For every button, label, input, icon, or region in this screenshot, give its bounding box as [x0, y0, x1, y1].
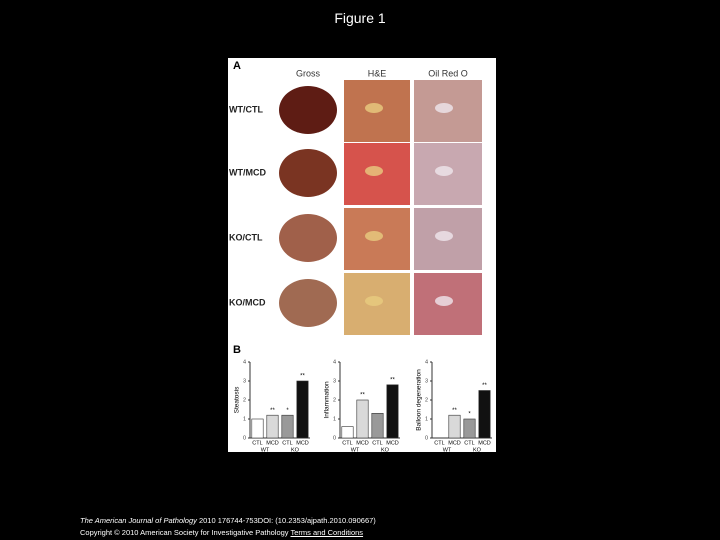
bar: [463, 418, 476, 439]
bar: [356, 399, 369, 439]
x-tick-label: CTL: [372, 440, 382, 446]
micrograph-detail: [435, 296, 453, 306]
micrograph-detail: [435, 103, 453, 113]
bar: [341, 426, 354, 439]
x-tick-label: CTL: [252, 440, 262, 446]
column-header: Oil Red O: [428, 68, 468, 78]
y-tick-label: 0: [333, 435, 336, 441]
significance-marker: **: [270, 408, 275, 414]
y-tick-label: 4: [243, 359, 246, 365]
bar: [296, 380, 309, 439]
liver-image: [279, 86, 337, 134]
bar: [386, 384, 399, 439]
panel-label: B: [233, 344, 241, 356]
y-tick-label: 1: [425, 416, 428, 422]
significance-marker: **: [360, 393, 365, 399]
y-tick-label: 2: [333, 397, 336, 403]
significance-marker: *: [286, 408, 289, 414]
micrograph-detail: [365, 103, 383, 113]
group-label: KO: [381, 447, 390, 453]
y-tick-label: 2: [425, 397, 428, 403]
y-axis-label: Steatosis: [234, 386, 241, 413]
y-axis-label: Balloon degeneration: [416, 369, 423, 431]
significance-marker: **: [300, 374, 305, 380]
panel-label: A: [233, 60, 241, 72]
x-tick-label: CTL: [434, 440, 444, 446]
bar: [448, 414, 461, 439]
x-tick-label: MCD: [356, 440, 369, 446]
row-label: WT/MCD: [229, 167, 266, 177]
group-label: WT: [351, 447, 360, 453]
citation: 2010 176744-753DOI: (10.2353/ajpath.2010…: [198, 516, 376, 525]
micrograph-detail: [435, 231, 453, 241]
column-header: H&E: [368, 68, 387, 78]
x-tick-label: MCD: [266, 440, 279, 446]
bar: [478, 390, 491, 439]
x-tick-label: MCD: [478, 440, 491, 446]
significance-marker: **: [452, 408, 457, 414]
y-tick-label: 3: [425, 378, 428, 384]
significance-marker: **: [482, 383, 487, 389]
y-tick-label: 0: [425, 435, 428, 441]
journal: The American Journal of Pathology: [80, 516, 197, 525]
x-tick-label: MCD: [296, 440, 309, 446]
y-tick-label: 2: [243, 397, 246, 403]
y-axis-label: Inflammation: [324, 381, 331, 419]
terms-link[interactable]: Terms and Conditions: [290, 528, 364, 537]
x-tick-label: MCD: [386, 440, 399, 446]
y-tick-label: 3: [243, 378, 246, 384]
copyright: Copyright © 2010 American Society for In…: [80, 528, 289, 537]
bar: [281, 414, 294, 439]
y-tick-label: 4: [333, 359, 336, 365]
significance-marker: **: [390, 377, 395, 383]
liver-image: [279, 214, 337, 262]
group-label: WT: [443, 447, 452, 453]
bar: [251, 418, 264, 439]
y-tick-label: 3: [333, 378, 336, 384]
group-label: KO: [473, 447, 482, 453]
row-label: KO/CTL: [229, 232, 263, 242]
y-tick-label: 1: [243, 416, 246, 422]
x-tick-label: CTL: [282, 440, 292, 446]
slide-title: Figure 1: [334, 10, 386, 26]
x-tick-label: MCD: [448, 440, 461, 446]
x-tick-label: CTL: [342, 440, 352, 446]
citation-line: The American Journal of Pathology 2010 1…: [80, 516, 376, 525]
micrograph-detail: [365, 296, 383, 306]
liver-image: [279, 149, 337, 197]
copyright-line: Copyright © 2010 American Society for In…: [80, 528, 363, 537]
liver-image: [279, 279, 337, 327]
y-tick-label: 0: [243, 435, 246, 441]
group-label: KO: [291, 447, 300, 453]
y-tick-label: 4: [425, 359, 428, 365]
bar: [371, 412, 384, 439]
row-label: WT/CTL: [229, 104, 263, 114]
significance-marker: *: [468, 412, 471, 418]
y-tick-label: 1: [333, 416, 336, 422]
bar: [266, 414, 279, 439]
row-label: KO/MCD: [229, 297, 266, 307]
column-header: Gross: [296, 68, 321, 78]
group-label: WT: [261, 447, 270, 453]
micrograph-detail: [365, 231, 383, 241]
micrograph-detail: [365, 166, 383, 176]
x-tick-label: CTL: [464, 440, 474, 446]
micrograph-detail: [435, 166, 453, 176]
